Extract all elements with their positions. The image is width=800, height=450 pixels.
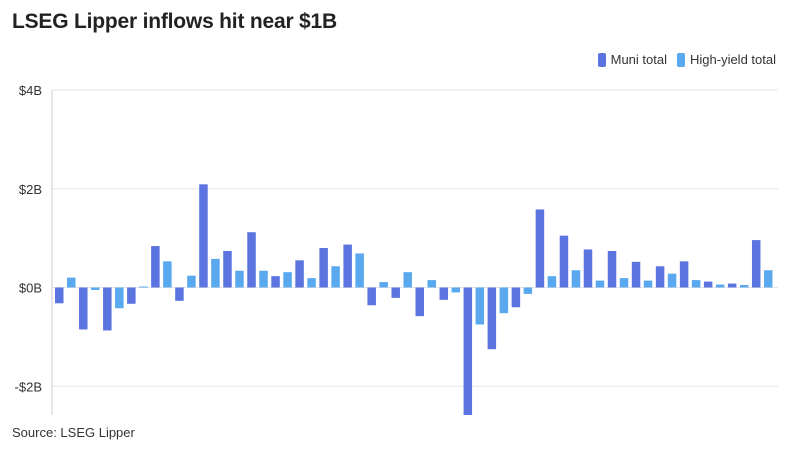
bar-muni: [247, 232, 256, 288]
bar-high-yield: [451, 287, 461, 293]
bar-high-yield: [187, 275, 196, 288]
bar-muni: [415, 287, 424, 317]
bar-high-yield: [523, 287, 533, 294]
bar-high-yield: [139, 286, 148, 288]
bar-muni: [511, 287, 521, 308]
bar-muni: [607, 250, 617, 288]
bar-muni: [463, 287, 473, 415]
bar-muni: [391, 287, 400, 298]
bar-high-yield: [403, 272, 412, 288]
bar-muni: [271, 276, 280, 288]
bar-muni: [151, 246, 160, 288]
y-tick-label: -$2B: [15, 379, 42, 394]
y-tick-label: $4B: [19, 83, 42, 98]
source-note: Source: LSEG Lipper: [12, 425, 135, 440]
bar-muni: [343, 244, 352, 288]
bar-high-yield: [163, 261, 172, 288]
bar-muni: [559, 235, 569, 288]
legend-swatch-muni: [597, 52, 606, 67]
bar-high-yield: [115, 287, 124, 309]
bar-high-yield: [307, 278, 316, 288]
bar-high-yield: [211, 258, 220, 288]
bar-muni: [703, 281, 713, 288]
bar-high-yield: [595, 280, 605, 288]
bar-high-yield: [355, 253, 364, 288]
bar-muni: [79, 287, 88, 330]
bar-muni: [175, 287, 184, 301]
bar-muni: [631, 261, 641, 288]
bar-muni: [535, 209, 545, 288]
bar-muni: [655, 266, 665, 288]
bar-muni: [679, 261, 689, 288]
bar-muni: [583, 249, 593, 288]
bar-muni: [727, 283, 737, 288]
bar-high-yield: [571, 270, 581, 288]
bar-high-yield: [739, 285, 749, 288]
bar-muni: [367, 287, 376, 306]
bar-muni: [199, 184, 208, 288]
bar-high-yield: [619, 278, 629, 288]
legend-label-muni: Muni total: [610, 52, 667, 67]
bar-high-yield: [283, 272, 292, 288]
bar-high-yield: [67, 277, 76, 288]
bar-high-yield: [715, 284, 725, 288]
bar-high-yield: [91, 287, 100, 290]
bar-muni: [223, 250, 232, 288]
bar-high-yield: [259, 270, 268, 288]
bar-high-yield: [763, 270, 773, 288]
bar-high-yield: [547, 276, 557, 288]
bar-muni: [295, 260, 304, 288]
bar-high-yield: [691, 280, 701, 288]
bar-muni: [319, 248, 328, 288]
bar-muni: [55, 287, 64, 304]
bar-high-yield: [379, 282, 388, 288]
legend-item-muni: Muni total: [597, 52, 667, 67]
legend-swatch-high-yield: [677, 52, 685, 67]
y-tick-label: $2B: [19, 182, 42, 197]
legend: Muni total High-yield total: [597, 52, 776, 67]
bar-high-yield: [667, 273, 677, 288]
y-tick-label: $0B: [19, 281, 42, 296]
bar-high-yield: [643, 280, 653, 288]
bar-muni: [439, 287, 449, 300]
bar-high-yield: [475, 287, 485, 325]
legend-item-high-yield: High-yield total: [677, 52, 776, 67]
legend-label-high-yield: High-yield total: [690, 52, 776, 67]
bar-muni: [751, 240, 761, 288]
bar-high-yield: [499, 287, 509, 314]
bar-muni: [103, 287, 112, 331]
bar-muni: [487, 287, 497, 350]
chart-title: LSEG Lipper inflows hit near $1B: [12, 10, 337, 33]
bar-muni: [127, 287, 136, 304]
bar-high-yield: [427, 280, 436, 288]
bar-high-yield: [235, 270, 244, 288]
bar-high-yield: [331, 266, 340, 288]
